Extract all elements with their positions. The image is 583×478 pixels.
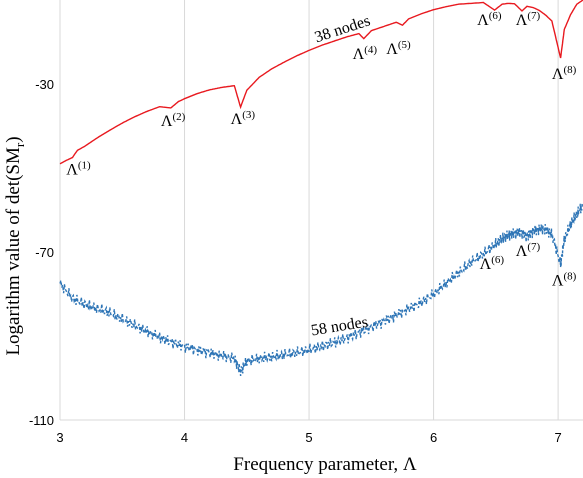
annotation-0: 38 nodes [313, 12, 373, 46]
annotation-4-base: Λ [231, 111, 243, 128]
annotation-11: Λ(7) [516, 241, 541, 260]
annotation-5: Λ(4) [353, 44, 378, 63]
annotation-5-base: Λ [353, 46, 365, 63]
series-line-1 [59, 203, 583, 376]
annotation-6-sup: (5) [398, 39, 411, 51]
annotation-3-sup: (2) [172, 111, 185, 123]
annotation-5-sup: (4) [364, 44, 377, 56]
x-tick-label-3: 6 [430, 430, 437, 445]
annotation-8: Λ(7) [516, 10, 541, 29]
annotation-2: Λ(1) [66, 159, 91, 178]
annotation-9-sup: (8) [563, 64, 576, 76]
x-tick-labels: 3 4 5 6 7 [56, 430, 561, 445]
annotation-9: Λ(8) [552, 64, 577, 83]
annotation-7: Λ(6) [477, 10, 502, 29]
annotation-12-sup: (8) [563, 271, 576, 283]
annotation-3-base: Λ [161, 113, 173, 130]
annotation-10-base: Λ [480, 256, 492, 273]
annotation-4: Λ(3) [231, 109, 256, 128]
y-tick-label-2: -110 [29, 413, 54, 428]
series-line-0 [59, 0, 583, 165]
annotation-11-sup: (7) [527, 241, 540, 253]
annotation-10: Λ(6) [480, 254, 505, 273]
annotation-9-base: Λ [552, 66, 564, 83]
annotation-11-base: Λ [516, 243, 528, 260]
annotation-3: Λ(2) [161, 111, 186, 130]
x-tick-label-1: 4 [181, 430, 188, 445]
grid-lines [59, 0, 583, 421]
y-axis-title: Logarithm value of det(SMr) [3, 136, 27, 355]
x-tick-label-0: 3 [56, 430, 63, 445]
annotation-2-base: Λ [66, 161, 78, 178]
annotation-12-base: Λ [552, 273, 564, 290]
annotation-12: Λ(8) [552, 271, 577, 290]
y-tick-labels: -30 -70 -110 [29, 77, 54, 428]
y-tick-label-0: -30 [35, 77, 54, 92]
x-tick-label-2: 5 [305, 430, 312, 445]
y-axis-title-sub: r [12, 142, 27, 147]
annotation-4-sup: (3) [242, 109, 255, 121]
annotation-7-base: Λ [477, 12, 489, 29]
y-tick-label-1: -70 [35, 245, 54, 260]
annotation-2-sup: (1) [78, 159, 91, 171]
series-lines [59, 0, 583, 376]
annotation-10-sup: (6) [491, 254, 504, 266]
y-axis-title-main: Logarithm value of det(SM [3, 147, 24, 356]
annotation-6-base: Λ [386, 41, 398, 58]
x-axis-title: Frequency parameter, Λ [233, 454, 417, 475]
x-tick-label-4: 7 [554, 430, 561, 445]
y-axis-title-close: ) [3, 136, 24, 142]
annotation-8-base: Λ [516, 12, 528, 29]
annotation-8-sup: (7) [527, 10, 540, 22]
annotation-6: Λ(5) [386, 39, 411, 58]
annotation-7-sup: (6) [489, 10, 502, 22]
